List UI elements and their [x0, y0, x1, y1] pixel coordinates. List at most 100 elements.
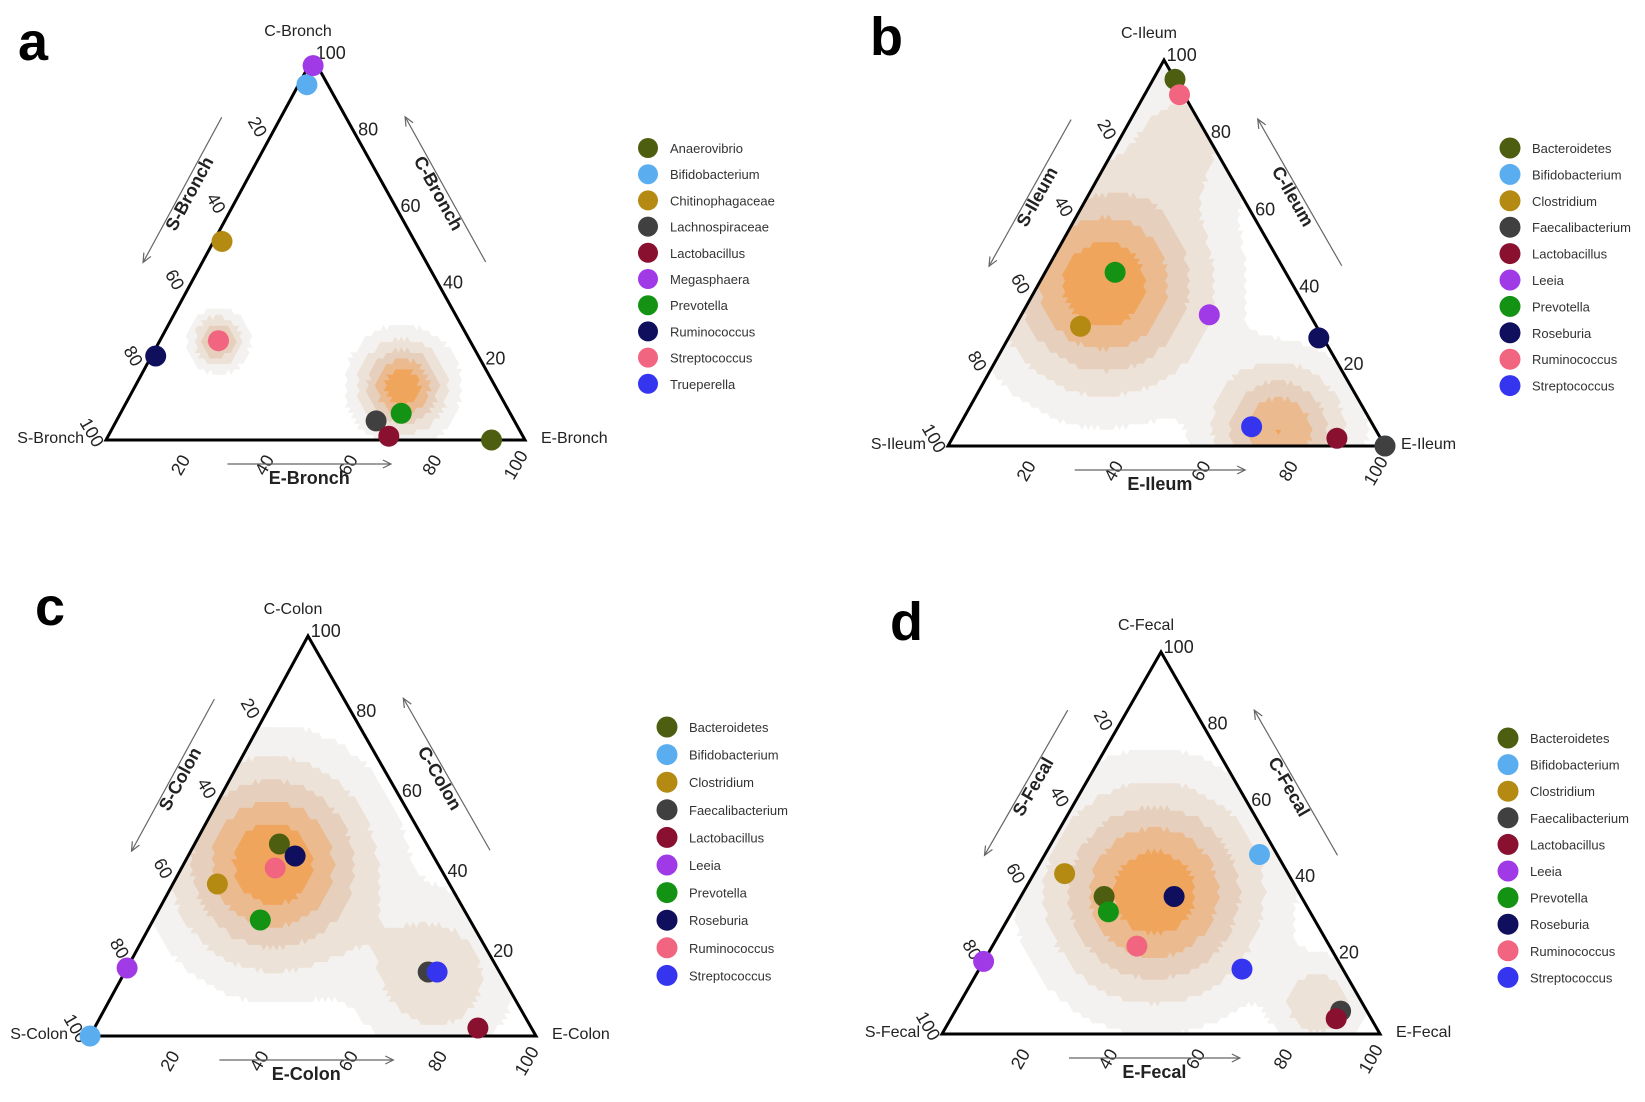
point-bifidobacterium — [1249, 844, 1270, 865]
vertex-label-left-c: S-Colon — [10, 1026, 68, 1043]
point-streptococcus — [426, 961, 448, 983]
vertex-label-top-c: C-Colon — [264, 601, 323, 618]
legend-label: Ruminococcus — [1530, 944, 1616, 959]
legend-label: Bacteroidetes — [1530, 731, 1610, 746]
tick-left-a: 20 — [244, 113, 271, 140]
density-field-b — [990, 64, 1370, 446]
legend-label: Trueperella — [670, 377, 736, 392]
tick-left-d: 20 — [1090, 707, 1117, 734]
point-ruminococcus — [145, 345, 167, 367]
point-chitinophagaceae — [211, 230, 233, 252]
tick-bottom-d: 40 — [1094, 1045, 1121, 1072]
legend-label: Streptococcus — [689, 968, 772, 983]
point-bifidobacterium — [296, 74, 318, 96]
point-anaerovibrio — [481, 429, 502, 451]
vertex-label-left-a: S-Bronch — [17, 430, 84, 447]
legend-marker-megasphaera — [638, 269, 658, 289]
legend-label: Bifidobacterium — [670, 167, 760, 182]
legend-marker-prevotella — [1499, 295, 1521, 317]
tick-right-d: 40 — [1295, 866, 1315, 886]
legend-marker-faecalibacterium — [656, 799, 678, 821]
point-bacteroidetes — [268, 833, 290, 855]
legend-marker-roseburia — [656, 909, 678, 931]
tick-left-a: 80 — [120, 342, 147, 369]
vertex-label-right-c: E-Colon — [552, 1026, 610, 1043]
axis-title-left-a: S-Bronch — [161, 153, 217, 234]
density-field-a — [185, 308, 463, 440]
point-streptococcus — [208, 330, 229, 352]
legend-label: Lactobacillus — [670, 246, 746, 261]
legend-label: Streptococcus — [670, 351, 753, 366]
point-lactobacillus — [1326, 427, 1348, 449]
tick-left-a: 40 — [202, 190, 229, 217]
legend-marker-prevotella — [638, 295, 658, 316]
legend-label: Streptococcus — [1532, 379, 1615, 394]
legend-d: Bacteroidetes Bifidobacterium Clostridium F… — [1497, 727, 1629, 988]
legend-marker-clostridium — [1497, 780, 1519, 802]
point-megasphaera — [302, 55, 324, 77]
point-streptococcus — [1241, 416, 1263, 438]
legend-marker-bifidobacterium — [656, 744, 678, 766]
panel-letter-c: c — [35, 577, 65, 637]
tick-right-d: 20 — [1339, 943, 1359, 963]
legend-marker-leeia — [656, 854, 678, 876]
point-ruminococcus — [1169, 84, 1190, 106]
tick-left-b: 80 — [964, 347, 991, 374]
legend-label: Clostridium — [1530, 784, 1595, 799]
point-prevotella — [249, 909, 271, 931]
tick-left-b: 20 — [1093, 116, 1120, 143]
legend-label: Lactobacillus — [689, 830, 765, 845]
ternary-frame-c — [87, 632, 539, 1038]
vertex-label-top-d: C-Fecal — [1118, 617, 1174, 634]
point-lachnospiraceae — [365, 410, 387, 432]
legend-label: Clostridium — [689, 775, 754, 790]
legend-label: Lactobacillus — [1530, 837, 1606, 852]
tick-right-a: 20 — [485, 349, 505, 369]
tick-right-a: 40 — [443, 272, 463, 292]
legend-label: Roseburia — [689, 913, 749, 928]
tick-right-d: 80 — [1207, 713, 1227, 733]
legend-label: Megasphaera — [670, 272, 750, 287]
vertex-label-right-a: E-Bronch — [541, 430, 608, 447]
point-ruminococcus — [264, 857, 286, 879]
axis-title-right-c: C-Colon — [414, 743, 466, 814]
legend-marker-bifidobacterium — [1499, 163, 1521, 185]
point-roseburia — [1163, 886, 1185, 907]
axis-arrow-left-a — [142, 116, 223, 263]
axis-arrow-right-b — [1257, 118, 1343, 267]
legend-label: Roseburia — [1530, 917, 1590, 932]
legend-label: Bifidobacterium — [689, 748, 779, 763]
legend-label: Bifidobacterium — [1530, 758, 1620, 773]
axis-arrow-right-d — [1253, 709, 1339, 856]
tick-right-c: 20 — [493, 941, 513, 961]
legend-label: Chitinophagaceae — [670, 193, 775, 208]
legend-label: Streptococcus — [1530, 970, 1613, 985]
point-streptococcus — [1231, 958, 1253, 980]
legend-label: Ruminococcus — [689, 941, 775, 956]
axis-arrow-right-c — [402, 697, 491, 851]
legend-label: Leeia — [1530, 864, 1563, 879]
point-lactobacillus — [467, 1017, 489, 1039]
vertex-label-left-b: S-Ileum — [871, 436, 926, 453]
point-lactobacillus — [1325, 1008, 1347, 1030]
point-ruminococcus — [1126, 935, 1148, 957]
axis-title-bottom-b: E-Ileum — [1127, 474, 1192, 494]
tick-bottom-a: 20 — [167, 451, 194, 478]
point-lactobacillus — [378, 425, 400, 447]
legend-marker-trueperella — [638, 373, 658, 394]
legend-marker-faecalibacterium — [1499, 216, 1521, 238]
legend-label: Prevotella — [1532, 299, 1591, 314]
legend-marker-clostridium — [656, 771, 678, 793]
legend-marker-bifidobacterium — [638, 164, 658, 185]
legend-marker-streptococcus — [638, 347, 658, 368]
legend-marker-anaerovibrio — [638, 138, 658, 158]
tick-left-d: 40 — [1046, 783, 1073, 810]
legend-marker-streptococcus — [1499, 375, 1521, 397]
point-bifidobacterium — [79, 1025, 101, 1047]
tick-left-c: 40 — [193, 775, 220, 802]
point-leeia — [1198, 304, 1220, 326]
axis-title-bottom-c: E-Colon — [272, 1064, 341, 1084]
axis-arrow-left-d — [983, 709, 1069, 856]
